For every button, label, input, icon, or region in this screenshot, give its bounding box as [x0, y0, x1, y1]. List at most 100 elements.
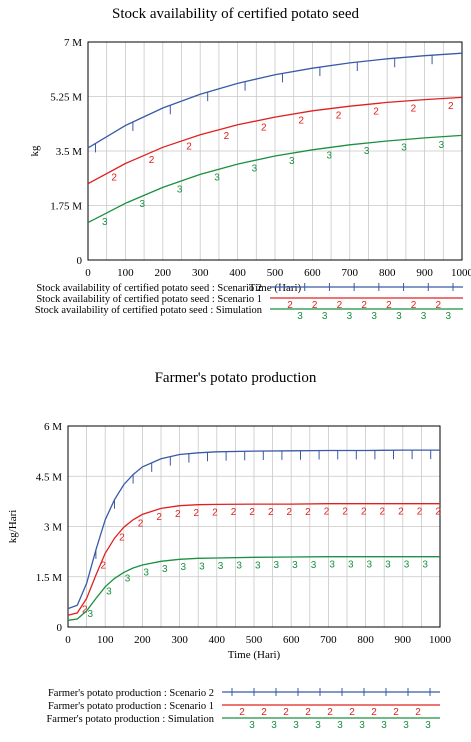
series-marker: 2 — [224, 131, 230, 142]
legend-marker: 2 — [436, 300, 442, 311]
legend-marker: 3 — [315, 720, 321, 731]
series-marker: 3 — [218, 561, 224, 572]
chart-title: Stock availability of certified potato s… — [111, 6, 359, 22]
x-tick-label: 0 — [65, 634, 71, 646]
x-axis-label: Time (Hari) — [249, 282, 302, 294]
series-marker: 2 — [101, 561, 107, 572]
production-chart-panel: Farmer's potato production 0 1.5 M 3 M 4.5 … — [0, 370, 471, 742]
x-tick-label: 900 — [416, 267, 433, 279]
legend-marker: 2 — [261, 707, 267, 718]
series-marker: 2 — [287, 507, 293, 518]
legend-marker: 2 — [415, 707, 421, 718]
series-marker: 2 — [298, 116, 304, 127]
legend-marker: 3 — [271, 720, 277, 731]
legend-marker: 3 — [421, 311, 427, 322]
legend-marker: 2 — [411, 300, 417, 311]
legend-marker: 3 — [249, 720, 255, 731]
series-marker: 2 — [119, 532, 125, 543]
legend-marker: 2 — [371, 707, 377, 718]
legend-marker: 3 — [297, 311, 303, 322]
series-marker: 2 — [249, 507, 255, 518]
series-line — [87, 96, 463, 185]
y-tick-label: 1.75 M — [50, 201, 82, 213]
legend-marker: 3 — [381, 720, 387, 731]
series-marker: 3 — [139, 199, 145, 210]
series-marker: 3 — [311, 560, 317, 571]
series-marker: 2 — [342, 507, 348, 518]
series-marker: 2 — [149, 155, 155, 166]
series-marker: 3 — [326, 151, 332, 162]
series-marker: 2 — [411, 103, 417, 114]
legend-marker: 2 — [393, 707, 399, 718]
y-tick-label: 3 M — [44, 522, 62, 534]
series-marker: 3 — [401, 143, 407, 154]
series-marker: 3 — [162, 564, 168, 575]
series-marker: 3 — [289, 156, 295, 167]
y-tick-label: 3.5 M — [56, 146, 83, 158]
x-axis-label: Time (Hari) — [228, 649, 281, 661]
series-marker: 2 — [186, 142, 192, 153]
series-marker: 3 — [102, 217, 108, 228]
legend-marker: 3 — [396, 311, 402, 322]
legend-label: Farmer's potato production : Scenario 1 — [48, 701, 214, 712]
series-marker: 3 — [422, 560, 428, 571]
series-marker: 2 — [361, 507, 367, 518]
series-marker: 2 — [448, 101, 454, 112]
plot-frame — [67, 425, 441, 628]
y-tick-label: 6 M — [44, 421, 62, 433]
series-marker: 3 — [292, 560, 298, 571]
x-tick-label: 600 — [304, 267, 321, 279]
stock-chart-panel: Stock availability of certified potato s… — [0, 0, 471, 360]
production-chart-svg: 0 1.5 M 3 M 4.5 M 6 M 0 100 200 300 400 500 600 700 8… — [7, 421, 452, 731]
y-tick-label: 0 — [77, 255, 83, 267]
series-marker: 3 — [214, 173, 220, 184]
x-tick-label: 500 — [267, 267, 284, 279]
series-line — [87, 52, 463, 149]
series-line — [67, 449, 440, 610]
series-marker: 2 — [194, 508, 200, 519]
series-marker: 3 — [274, 560, 280, 571]
series-marker: 3 — [367, 560, 373, 571]
series-marker: 3 — [348, 560, 354, 571]
series-marker: 2 — [268, 507, 274, 518]
x-tick-label: 0 — [85, 267, 91, 279]
chart-title: Farmer's potato production — [154, 370, 317, 386]
legend-marker: 3 — [425, 720, 431, 731]
legend-label: Farmer's potato production : Simulation — [46, 714, 214, 725]
x-tick-label: 1000 — [429, 634, 452, 646]
x-tick-label: 1000 — [451, 267, 471, 279]
x-tick-label: 800 — [379, 267, 396, 279]
series-marker: 2 — [398, 507, 404, 518]
series-marker: 3 — [404, 560, 410, 571]
series-marker: 3 — [199, 561, 205, 572]
series-marker: 2 — [138, 519, 144, 530]
series-marker: 3 — [177, 185, 183, 196]
series-marker: 3 — [143, 567, 149, 578]
legend-marker: 2 — [361, 300, 367, 311]
legend-marker: 2 — [312, 300, 318, 311]
series-marker: 3 — [329, 560, 335, 571]
series-marker: 3 — [439, 140, 445, 151]
series-marker: 3 — [236, 561, 242, 572]
series-line — [87, 134, 463, 224]
y-tick-label: 7 M — [64, 37, 82, 49]
series-marker: 3 — [88, 609, 94, 620]
legend-marker: 2 — [349, 707, 355, 718]
legend-label: Farmer's potato production : Scenario 2 — [48, 688, 214, 699]
series-marker: 3 — [106, 586, 112, 597]
y-tick-label: 4.5 M — [36, 471, 63, 483]
series-marker: 3 — [255, 560, 261, 571]
series-marker: 2 — [305, 507, 311, 518]
series-marker: 3 — [252, 163, 258, 174]
x-tick-label: 400 — [209, 634, 226, 646]
x-tick-label: 700 — [342, 267, 359, 279]
series-marker: 2 — [156, 512, 162, 523]
legend-marker: 3 — [337, 720, 343, 731]
series-marker: 2 — [231, 507, 237, 518]
x-tick-label: 300 — [192, 267, 209, 279]
x-tick-label: 100 — [117, 267, 134, 279]
series-marker: 2 — [82, 604, 88, 615]
series-marker: 2 — [417, 507, 423, 518]
series-line — [67, 503, 440, 616]
stock-chart-svg: 0 1.75 M 3.5 M 5.25 M 7 M 0 100 200 300 400 500 600… — [29, 37, 471, 322]
